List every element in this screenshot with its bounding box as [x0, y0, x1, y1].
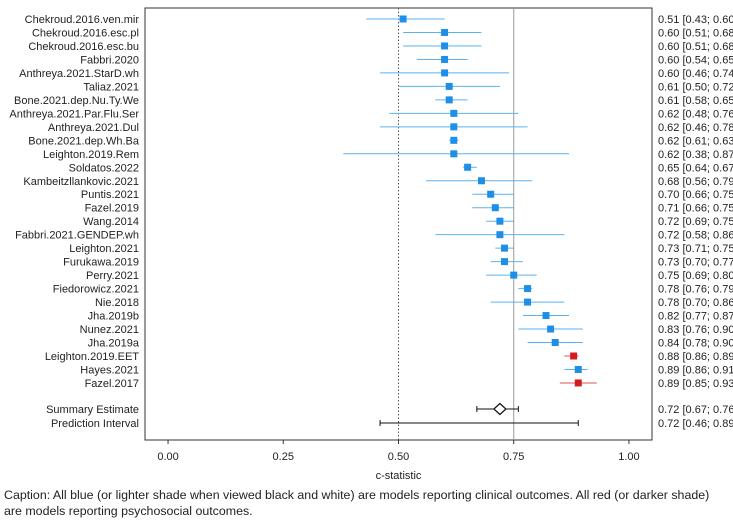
ci-value-label: 0.78 [0.76; 0.79]: [658, 284, 733, 296]
study-label: Jha.2019b: [88, 311, 139, 323]
point-estimate: [450, 123, 458, 131]
ci-value-label: 0.73 [0.71; 0.75]: [658, 243, 733, 255]
ci-value-label: 0.84 [0.78; 0.90]: [658, 338, 733, 350]
study-label: Nie.2018: [95, 297, 139, 309]
study-label: Soldatos.2022: [69, 162, 139, 174]
study-label: Chekroud.2016.ven.mir: [25, 14, 140, 26]
study-label: Fabbri.2021.GENDEP.wh: [15, 230, 139, 242]
x-tick-label: 0.50: [388, 451, 409, 463]
point-estimate: [399, 15, 407, 23]
point-estimate: [496, 231, 504, 239]
ci-value-label: 0.65 [0.64; 0.67]: [658, 162, 733, 174]
ci-value-label: 0.60 [0.46; 0.74]: [658, 68, 733, 80]
ci-value-label: 0.51 [0.43; 0.60]: [658, 14, 733, 26]
prediction-interval-label: Prediction Interval: [51, 418, 139, 430]
ci-value-label: 0.71 [0.66; 0.75]: [658, 203, 733, 215]
point-estimate: [450, 109, 458, 117]
ci-value-label: 0.62 [0.46; 0.78]: [658, 122, 733, 134]
ci-value-label: 0.82 [0.77; 0.87]: [658, 311, 733, 323]
x-axis-title: c-statistic: [376, 470, 422, 482]
study-label: Anthreya.2021.StarD.wh: [19, 68, 139, 80]
point-estimate: [547, 325, 555, 333]
study-label: Leighton.2019.EET: [45, 351, 139, 363]
study-label: Bone.2021.dep.Wh.Ba: [28, 135, 140, 147]
point-estimate: [450, 136, 458, 144]
point-estimate: [570, 352, 578, 360]
study-label: Taliaz.2021: [83, 81, 139, 93]
ci-value-label: 0.62 [0.61; 0.63]: [658, 135, 733, 147]
summary-ci-value: 0.72 [0.67; 0.76]: [658, 404, 733, 416]
study-label: Furukawa.2019: [63, 257, 139, 269]
point-estimate: [441, 69, 449, 77]
ci-value-label: 0.70 [0.66; 0.75]: [658, 189, 733, 201]
study-label: Wang.2014: [83, 216, 139, 228]
point-estimate: [524, 285, 532, 293]
prediction-interval-ci-value: 0.72 [0.46; 0.89]: [658, 418, 733, 430]
x-tick-label: 0.75: [503, 451, 524, 463]
ci-value-label: 0.73 [0.70; 0.77]: [658, 257, 733, 269]
ci-value-label: 0.89 [0.86; 0.91]: [658, 364, 733, 376]
forest-plot: Chekroud.2016.ven.mir 0.51 [0.43; 0.60] Ch…: [9, 7, 733, 482]
ci-value-label: 0.83 [0.76; 0.90]: [658, 324, 733, 336]
study-label: Chekroud.2016.esc.pl: [32, 27, 139, 39]
ci-value-label: 0.68 [0.56; 0.79]: [658, 176, 733, 188]
figure-caption: Caption: All blue (or lighter shade when…: [4, 488, 710, 518]
ci-value-label: 0.72 [0.58; 0.86]: [658, 230, 733, 242]
point-estimate: [551, 339, 559, 347]
point-estimate: [491, 204, 499, 212]
point-estimate: [574, 365, 582, 373]
study-label: Fazel.2017: [85, 378, 139, 390]
ci-value-label: 0.60 [0.51; 0.68]: [658, 27, 733, 39]
study-label: Kambeitzllankovic.2021: [23, 176, 139, 188]
summary-diamond: [493, 402, 507, 416]
ci-value-label: 0.62 [0.48; 0.76]: [658, 108, 733, 120]
study-label: Fabbri.2020: [80, 54, 139, 66]
point-estimate: [441, 55, 449, 63]
study-label: Anthreya.2021.Dul: [48, 122, 139, 134]
study-label: Jha.2019a: [88, 338, 140, 350]
study-label: Fazel.2019: [85, 203, 139, 215]
study-label: Anthreya.2021.Par.Flu.Ser: [9, 108, 139, 120]
x-tick-label: 0.25: [273, 451, 294, 463]
study-label: Bone.2021.dep.Nu.Ty.We: [14, 95, 139, 107]
point-estimate: [464, 163, 472, 171]
point-estimate: [524, 298, 532, 306]
study-label: Puntis.2021: [81, 189, 139, 201]
study-label: Leighton.2019.Rem: [43, 149, 139, 161]
ci-value-label: 0.62 [0.38; 0.87]: [658, 149, 733, 161]
study-label: Hayes.2021: [80, 364, 139, 376]
study-label: Nunez.2021: [80, 324, 139, 336]
ci-value-label: 0.60 [0.54; 0.65]: [658, 54, 733, 66]
ci-value-label: 0.88 [0.86; 0.89]: [658, 351, 733, 363]
ci-value-label: 0.78 [0.70; 0.86]: [658, 297, 733, 309]
study-label: Perry.2021: [86, 270, 139, 282]
point-estimate: [441, 42, 449, 50]
ci-value-label: 0.61 [0.50; 0.72]: [658, 81, 733, 93]
summary-label: Summary Estimate: [46, 404, 139, 416]
point-estimate: [445, 82, 453, 90]
point-estimate: [501, 244, 509, 252]
study-label: Chekroud.2016.esc.bu: [28, 41, 139, 53]
point-estimate: [450, 150, 458, 158]
point-estimate: [477, 177, 485, 185]
point-estimate: [574, 379, 582, 387]
ci-value-label: 0.75 [0.69; 0.80]: [658, 270, 733, 282]
ci-value-label: 0.60 [0.51; 0.68]: [658, 41, 733, 53]
ci-value-label: 0.89 [0.85; 0.93]: [658, 378, 733, 390]
study-label: Leighton.2021: [69, 243, 139, 255]
point-estimate: [501, 258, 509, 266]
x-tick-label: 0.00: [157, 451, 178, 463]
x-tick-label: 1.00: [618, 451, 639, 463]
ci-value-label: 0.61 [0.58; 0.65]: [658, 95, 733, 107]
point-estimate: [445, 96, 453, 104]
point-estimate: [441, 28, 449, 36]
point-estimate: [510, 271, 518, 279]
point-estimate: [487, 190, 495, 198]
study-label: Fiedorowicz.2021: [53, 284, 139, 296]
point-estimate: [542, 312, 550, 320]
point-estimate: [496, 217, 504, 225]
ci-value-label: 0.72 [0.69; 0.75]: [658, 216, 733, 228]
